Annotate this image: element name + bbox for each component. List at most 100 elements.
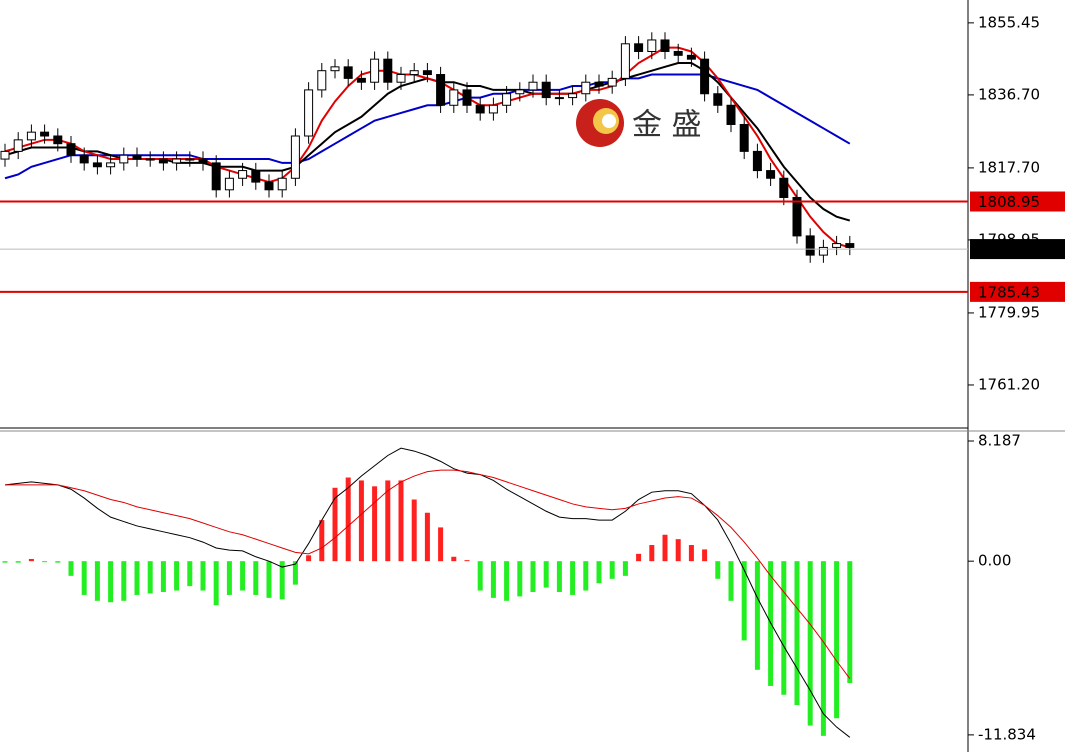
histogram-bar bbox=[741, 561, 747, 641]
y-tick-label: 1855.45 bbox=[978, 13, 1040, 31]
histogram-bar bbox=[688, 545, 694, 562]
histogram-bar bbox=[68, 561, 74, 576]
histogram-bar bbox=[240, 561, 246, 591]
histogram-bar bbox=[279, 561, 285, 600]
candle-body bbox=[119, 154, 129, 164]
candle-body bbox=[40, 131, 50, 137]
candle-body bbox=[238, 170, 248, 179]
level-label: 1808.95 bbox=[978, 193, 1040, 211]
histogram-bar bbox=[675, 539, 681, 562]
histogram-bar bbox=[847, 561, 853, 684]
watermark: 金 盛 bbox=[632, 108, 702, 143]
candle-body bbox=[607, 77, 617, 87]
candle-body bbox=[106, 162, 116, 168]
histogram-bar bbox=[266, 561, 272, 598]
candle-body bbox=[673, 50, 683, 56]
histogram-bar bbox=[636, 553, 642, 562]
y-tick-label: 1836.70 bbox=[978, 85, 1040, 103]
candle-body bbox=[541, 81, 551, 99]
candle-body bbox=[792, 196, 802, 237]
histogram-bar bbox=[253, 561, 259, 595]
candle-body bbox=[594, 81, 604, 87]
histogram-bar bbox=[543, 561, 549, 588]
histogram-bar bbox=[55, 561, 61, 563]
histogram-bar bbox=[622, 561, 628, 576]
last-price-box bbox=[970, 239, 1065, 260]
candle-body bbox=[211, 162, 221, 191]
candle-body bbox=[634, 43, 644, 52]
candle-body bbox=[277, 177, 287, 191]
candle-body bbox=[317, 70, 327, 91]
histogram-bar bbox=[834, 561, 840, 719]
candle-body bbox=[92, 162, 102, 168]
candle-body bbox=[251, 170, 261, 183]
candle-body bbox=[739, 123, 749, 152]
candle-body bbox=[383, 58, 393, 83]
candle-body bbox=[396, 74, 406, 83]
histogram-bar bbox=[728, 561, 734, 601]
candle-body bbox=[13, 139, 23, 152]
histogram-bar bbox=[147, 561, 153, 594]
histogram-bar bbox=[649, 545, 655, 562]
histogram-bar bbox=[556, 561, 562, 592]
histogram-bar bbox=[200, 561, 206, 591]
histogram-bar bbox=[385, 480, 391, 562]
histogram-bar bbox=[702, 549, 708, 562]
candle-body bbox=[436, 74, 446, 106]
histogram-bar bbox=[570, 561, 576, 595]
histogram-bar bbox=[609, 561, 615, 579]
histogram-bar bbox=[134, 561, 140, 595]
candle-body bbox=[0, 150, 10, 160]
candle-body bbox=[370, 58, 380, 83]
candle-body bbox=[515, 89, 525, 95]
histogram-bar bbox=[15, 561, 21, 563]
candle-body bbox=[356, 77, 366, 83]
y-tick-label: 1779.95 bbox=[978, 303, 1040, 321]
candle-body bbox=[66, 143, 76, 156]
y-tick-label: 8.187 bbox=[978, 431, 1021, 449]
histogram-bar bbox=[372, 486, 378, 562]
candle-body bbox=[198, 158, 208, 164]
candle-body bbox=[172, 158, 182, 164]
histogram-bar bbox=[715, 561, 721, 579]
histogram-bar bbox=[424, 512, 430, 562]
candle-body bbox=[713, 93, 723, 106]
candle-body bbox=[766, 170, 776, 179]
candle-body bbox=[779, 177, 789, 198]
candle-body bbox=[581, 81, 591, 95]
candle-body bbox=[53, 135, 63, 145]
candle-body bbox=[554, 97, 564, 100]
histogram-bar bbox=[81, 561, 87, 595]
y-tick-label: 1761.20 bbox=[978, 375, 1040, 393]
macd-line bbox=[5, 469, 851, 679]
histogram-bar bbox=[332, 487, 338, 562]
candle-body bbox=[79, 154, 89, 164]
last-price-label: 1796.57 bbox=[978, 241, 1040, 259]
histogram-bar bbox=[807, 561, 813, 726]
histogram-bar bbox=[2, 561, 8, 563]
histogram-bar bbox=[662, 534, 668, 562]
y-tick-label: 0.00 bbox=[978, 552, 1011, 570]
level-box bbox=[970, 191, 1065, 212]
histogram-bar bbox=[464, 560, 470, 562]
level-box bbox=[970, 281, 1065, 302]
candle-body bbox=[158, 158, 168, 164]
histogram-bar bbox=[121, 561, 127, 601]
histogram-bar bbox=[174, 561, 180, 591]
candle-body bbox=[224, 177, 234, 191]
candle-body bbox=[488, 104, 498, 114]
histogram-bar bbox=[781, 561, 787, 695]
macd-line bbox=[4, 447, 851, 738]
candle-body bbox=[502, 93, 512, 106]
histogram-bar bbox=[820, 561, 826, 736]
histogram-bar bbox=[490, 561, 496, 598]
candle-body bbox=[304, 89, 314, 137]
candle-body bbox=[185, 158, 195, 161]
logo-core bbox=[602, 114, 616, 128]
histogram-bar bbox=[160, 561, 166, 592]
histogram-bar bbox=[477, 561, 483, 591]
histogram-bar bbox=[187, 561, 193, 587]
